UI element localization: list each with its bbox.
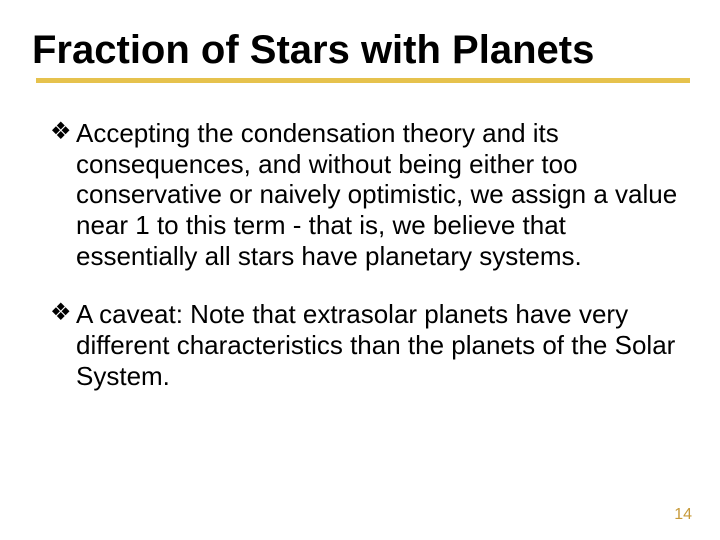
slide: Fraction of Stars with Planets ❖ Accepti…: [0, 0, 720, 540]
bullet-icon: ❖: [50, 299, 76, 328]
page-number: 14: [674, 506, 692, 524]
slide-title: Fraction of Stars with Planets: [32, 28, 688, 72]
bullet-item: ❖ A caveat: Note that extrasolar planets…: [50, 299, 680, 391]
bullet-item: ❖ Accepting the condensation theory and …: [50, 118, 680, 271]
bullet-text: Accepting the condensation theory and it…: [76, 118, 680, 271]
body-region: ❖ Accepting the condensation theory and …: [50, 118, 680, 419]
bullet-icon: ❖: [50, 118, 76, 147]
title-underline: [36, 78, 690, 83]
bullet-text: A caveat: Note that extrasolar planets h…: [76, 299, 680, 391]
title-region: Fraction of Stars with Planets: [32, 28, 688, 72]
